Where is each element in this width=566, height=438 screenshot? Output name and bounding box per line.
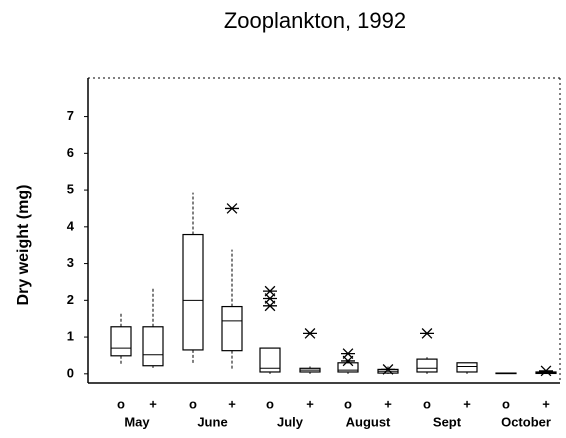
- group-label: May: [124, 414, 150, 429]
- y-tick-label: 4: [67, 218, 75, 233]
- box: [182, 233, 204, 351]
- box: [416, 358, 438, 373]
- y-tick-label: 1: [67, 329, 74, 344]
- x-tick-label: o: [502, 396, 510, 411]
- y-tick-label: 3: [67, 255, 74, 270]
- x-tick-label: o: [117, 396, 125, 411]
- outlier: [341, 355, 355, 367]
- group-label: June: [197, 414, 227, 429]
- outlier: [263, 285, 277, 297]
- outlier: [381, 364, 395, 375]
- box: [337, 362, 359, 373]
- box: [142, 326, 164, 367]
- x-tick-label: +: [228, 396, 236, 411]
- y-tick-label: 2: [67, 292, 74, 307]
- box: [456, 362, 478, 373]
- group-label: August: [346, 414, 391, 429]
- x-tick-label: +: [463, 396, 471, 411]
- y-tick-label: 5: [67, 182, 74, 197]
- y-tick-label: 0: [67, 365, 74, 380]
- group-label: July: [277, 414, 304, 429]
- x-tick-label: o: [266, 396, 274, 411]
- chart-title: Zooplankton, 1992: [224, 8, 406, 33]
- outlier: [263, 293, 277, 304]
- y-tick-label: 6: [67, 145, 74, 160]
- box: [259, 347, 281, 373]
- y-axis-label: Dry weight (mg): [15, 185, 32, 306]
- box: [221, 305, 243, 352]
- x-tick-label: +: [149, 396, 157, 411]
- group-label: Sept: [433, 414, 462, 429]
- group-label: October: [501, 414, 551, 429]
- outlier: [263, 300, 277, 312]
- x-tick-label: +: [542, 396, 550, 411]
- outlier: [303, 328, 317, 339]
- box: [110, 326, 132, 357]
- outlier: [341, 348, 355, 359]
- x-tick-label: o: [344, 396, 352, 411]
- x-tick-label: +: [306, 396, 314, 411]
- outlier: [539, 365, 553, 377]
- y-tick-label: 7: [67, 108, 74, 123]
- outlier: [420, 328, 434, 339]
- outlier: [225, 203, 239, 214]
- x-tick-label: o: [189, 396, 197, 411]
- x-tick-label: o: [423, 396, 431, 411]
- x-tick-label: +: [384, 396, 392, 411]
